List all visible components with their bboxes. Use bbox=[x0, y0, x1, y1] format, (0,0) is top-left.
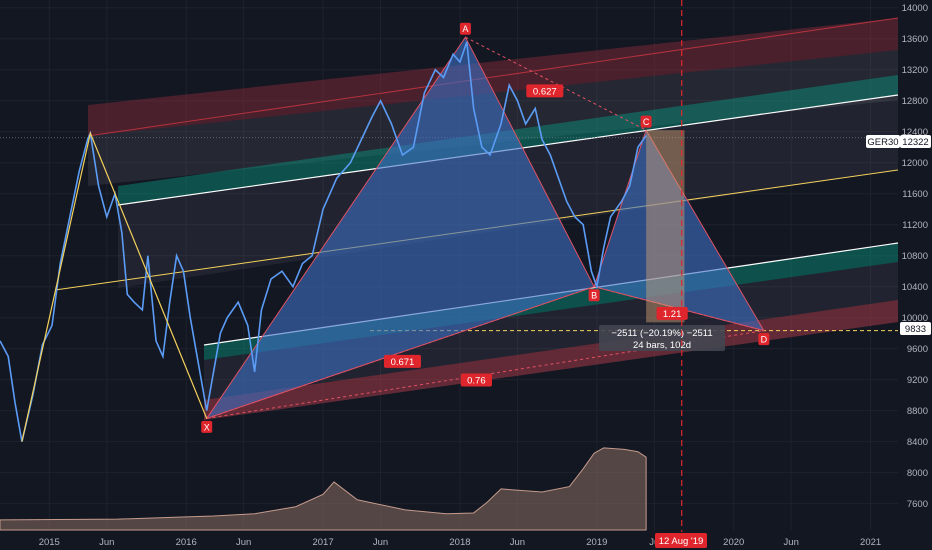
point-badge-X bbox=[201, 420, 213, 433]
crosshair: 12 Aug '19 bbox=[655, 0, 707, 548]
x-tick-label-8: 2019 bbox=[586, 537, 607, 548]
x-tick-label-2: 2016 bbox=[176, 537, 197, 548]
volume-area bbox=[0, 447, 647, 531]
y-tick-label-7: 11200 bbox=[902, 220, 928, 231]
y-tick-label-1: 13600 bbox=[902, 34, 928, 45]
point-label-X: X bbox=[204, 422, 210, 432]
point-label-A: A bbox=[462, 24, 468, 34]
x-tick-label-1: Jun bbox=[99, 537, 114, 548]
y-tick-label-10: 10000 bbox=[902, 313, 928, 324]
point-label-D: D bbox=[761, 335, 768, 345]
y-tick-label-13: 8800 bbox=[907, 406, 928, 417]
x-tick-label-3: Jun bbox=[236, 537, 251, 548]
pattern-ratio-line-BD bbox=[593, 286, 764, 332]
y-tick-label-9: 10400 bbox=[902, 282, 928, 293]
crosshair-date-label: 12 Aug '19 bbox=[659, 536, 704, 547]
last-price-tag-bg bbox=[900, 135, 931, 148]
y-tick-label-16: 7600 bbox=[907, 499, 928, 510]
point-badge-A bbox=[459, 22, 471, 35]
ratio-badge-2 bbox=[460, 373, 492, 387]
time-axis[interactable]: 2015 Jun 2016 Jun 2017 Jun 2018 Jun 2019 Ju 2020 Ju… bbox=[39, 537, 881, 548]
point-label-B: B bbox=[591, 291, 597, 301]
ratio-label-2: 0.76 bbox=[467, 375, 486, 386]
measure-label-bg bbox=[599, 325, 725, 351]
target-price-tag-bg bbox=[900, 322, 931, 335]
symbol-tag: GER30 bbox=[867, 137, 898, 148]
x-tick-label-7: Jun bbox=[510, 537, 525, 548]
measure-line-1: −2511 (−20.19%) −2511 bbox=[611, 328, 712, 339]
y-tick-label-11: 9600 bbox=[907, 344, 928, 355]
price-series bbox=[0, 41, 647, 442]
y-tick-label-4: 12400 bbox=[902, 127, 928, 138]
point-label-C: C bbox=[643, 117, 650, 127]
x-tick-label-5: Jun bbox=[373, 537, 388, 548]
x-tick-label-9: Ju bbox=[649, 537, 659, 548]
x-tick-label-10: 2020 bbox=[723, 537, 744, 548]
prior-wave-line bbox=[21, 131, 208, 442]
y-tick-label-2: 13200 bbox=[902, 65, 928, 76]
price-axis[interactable]: 14000 13600 13200 12800 12400 12000 11600 11200… bbox=[902, 3, 928, 510]
point-badge-C bbox=[640, 115, 652, 128]
ratio-badge-1 bbox=[383, 354, 421, 368]
target-price-tag: 9833 bbox=[905, 324, 926, 335]
point-badge-B bbox=[588, 289, 600, 302]
pattern-ratio-line-XB bbox=[206, 286, 595, 419]
y-tick-label-3: 12800 bbox=[902, 96, 928, 107]
measure-box bbox=[646, 130, 685, 323]
y-tick-label-15: 8000 bbox=[907, 468, 928, 479]
y-tick-label-14: 8400 bbox=[907, 437, 928, 448]
ratio-label-1: 0.671 bbox=[391, 357, 415, 368]
x-tick-label-12: 2021 bbox=[860, 537, 881, 548]
pattern-labels: X A B C D 0.627 0.671 0.76 1.21 bbox=[201, 22, 770, 433]
y-tick-label-0: 14000 bbox=[902, 3, 928, 14]
price-tags: GER30 12322 9833 bbox=[866, 135, 931, 335]
crosshair-date-bg bbox=[655, 533, 707, 548]
x-tick-label-6: 2018 bbox=[449, 537, 470, 548]
point-badge-D bbox=[758, 333, 770, 346]
y-tick-label-8: 10800 bbox=[902, 251, 928, 262]
pattern-ratio-line-AC bbox=[465, 36, 647, 131]
x-tick-label-11: Jun bbox=[784, 537, 799, 548]
ratio-badge-3 bbox=[656, 306, 688, 320]
ratio-label-0: 0.627 bbox=[533, 86, 557, 97]
y-tick-label-12: 9200 bbox=[907, 375, 928, 386]
ratio-badge-0 bbox=[526, 84, 564, 98]
ratio-label-3: 1.21 bbox=[663, 309, 682, 320]
channel-line-top-red bbox=[87, 17, 899, 137]
measure-tool[interactable]: −2511 (−20.19%) −2511 24 bars, 102d bbox=[599, 130, 725, 351]
volume-profile bbox=[0, 447, 647, 531]
measure-line-2: 24 bars, 102d bbox=[633, 340, 691, 351]
x-tick-label-0: 2015 bbox=[39, 537, 60, 548]
y-tick-label-5: 12000 bbox=[902, 158, 928, 169]
y-tick-label-6: 11600 bbox=[902, 189, 928, 200]
symbol-tag-bg bbox=[866, 135, 900, 148]
price-line bbox=[0, 41, 647, 442]
x-tick-label-4: 2017 bbox=[312, 537, 333, 548]
last-price-tag: 12322 bbox=[902, 137, 928, 148]
